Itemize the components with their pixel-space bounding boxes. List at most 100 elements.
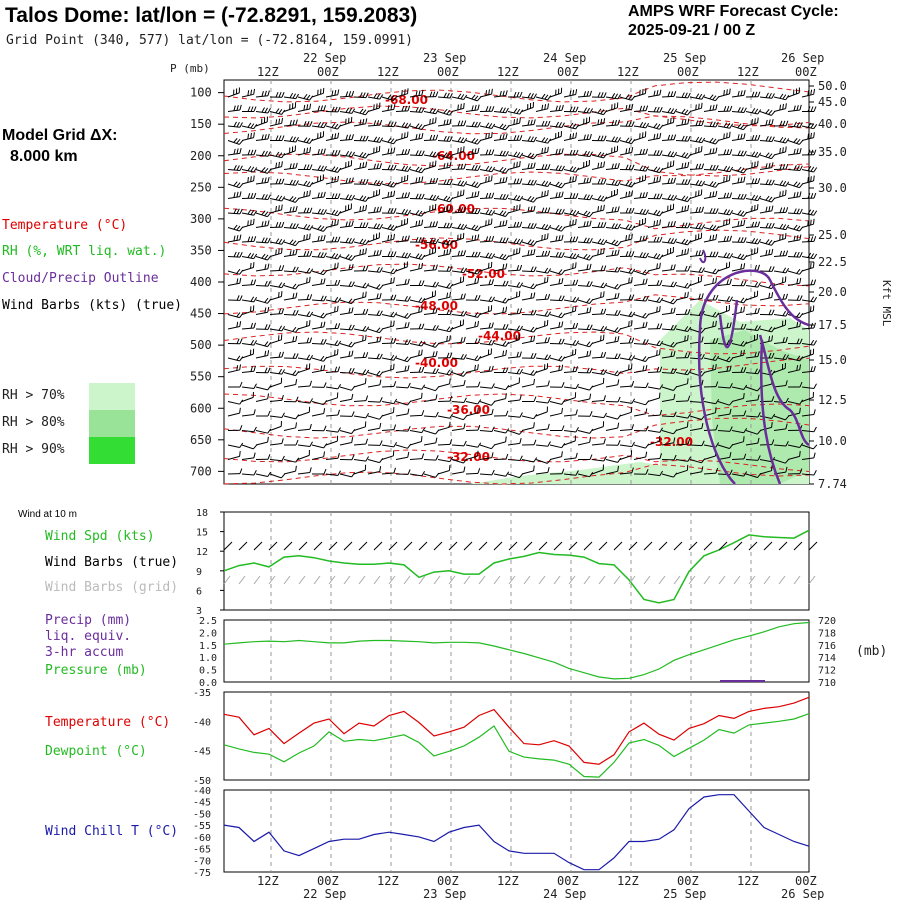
- wind-barb-shaft: [297, 342, 311, 344]
- wind-barb: [353, 135, 369, 142]
- wind-barb-flag: [306, 224, 311, 230]
- wind-barb-flag: [737, 106, 741, 113]
- wind-barb-grid: [403, 575, 411, 585]
- wind-barb-flag: [726, 252, 731, 259]
- wind-barb-flag: [575, 175, 577, 182]
- wind-barb-flag: [793, 148, 796, 155]
- wind-barb-flag: [782, 147, 784, 153]
- wind-barb-shaft: [409, 181, 422, 185]
- wind-barb-shaft: [759, 285, 772, 290]
- wind-barb: [353, 438, 368, 446]
- wind-barb-shaft: [381, 282, 394, 286]
- wind-barb-flag: [572, 296, 577, 302]
- wind-barb-flag: [813, 210, 818, 216]
- wind-barb: [283, 222, 299, 230]
- wind-barb-flag: [642, 132, 644, 138]
- wind-barb-shaft: [353, 123, 366, 127]
- pressure-tick-label: 350: [190, 243, 212, 257]
- wind-barb-flag: [796, 268, 801, 274]
- wind-barb-shaft: [675, 210, 688, 214]
- wind-barb-flag: [813, 236, 817, 242]
- wind-barb-flag: [771, 266, 775, 272]
- wind-barb-flag: [463, 293, 466, 299]
- wind-barb: [325, 349, 339, 359]
- wind-barb: [255, 193, 271, 201]
- wind-barb-flag: [457, 147, 459, 154]
- wind-barb-flag: [625, 104, 628, 111]
- wind-barb-shaft: [521, 372, 534, 376]
- wind-barb: [423, 203, 437, 214]
- wind-barb: [241, 236, 257, 243]
- wind-barb: [339, 237, 355, 244]
- wind-barb-flag: [751, 162, 753, 168]
- wind-barb-flag: [793, 138, 798, 143]
- wind-barb-flag: [642, 209, 646, 215]
- wind-barb: [423, 324, 439, 331]
- wind-barb-flag: [278, 118, 281, 125]
- wind-barb-flag: [712, 294, 716, 301]
- wind-barb: [563, 427, 579, 433]
- wind-barb-flag: [267, 367, 271, 373]
- wind-barb-shaft: [353, 356, 367, 359]
- wind-barb-shaft: [801, 310, 814, 315]
- wind-barb-flag: [785, 224, 790, 230]
- wind-barb-flag: [585, 161, 588, 167]
- wind-barb-shaft: [717, 444, 730, 449]
- wind-barb-shaft: [381, 444, 394, 448]
- wind-barb: [395, 382, 411, 389]
- wind-barb: [773, 397, 789, 404]
- wind-barb-flag: [603, 351, 607, 358]
- wind-barb: [563, 470, 579, 476]
- wind-barb-shaft: [675, 241, 688, 246]
- wind-barb-flag: [575, 124, 580, 130]
- wind-barb-flag: [449, 266, 453, 272]
- wind-barb-flag: [351, 238, 355, 244]
- wind-barb-flag: [575, 383, 579, 389]
- wind-barb: [227, 104, 242, 112]
- pressure-tick-label: 150: [190, 117, 212, 131]
- wind-barb-shaft: [759, 459, 772, 463]
- wind-barb-shaft: [759, 297, 772, 301]
- wind-barb-flag: [670, 351, 673, 357]
- wind-barb: [801, 426, 817, 433]
- wind-barb-flag: [421, 107, 425, 113]
- wind-barb-flag: [365, 265, 369, 271]
- wind-barb-flag: [348, 351, 351, 357]
- wind-barb-flag: [236, 139, 241, 144]
- wind-barb-flag: [625, 235, 628, 241]
- wind-barb-shaft: [731, 397, 744, 402]
- wind-barb-flag: [404, 365, 407, 372]
- wind-barb-flag: [757, 178, 761, 184]
- wind-barb-shaft: [745, 386, 758, 392]
- wind-barb-flag: [673, 437, 676, 443]
- wind-barb-flag: [617, 310, 621, 316]
- wind-barb-flag: [575, 167, 580, 173]
- wind-barb-flag: [516, 152, 521, 158]
- wind-barb-shaft: [577, 121, 590, 127]
- wind-barb-shaft: [563, 343, 576, 346]
- wind-barb: [227, 295, 243, 301]
- wind-barb-flag: [421, 262, 424, 269]
- wind-barb-shaft: [605, 241, 618, 247]
- wind-barb-shaft: [325, 267, 338, 272]
- wind-barb-flag: [434, 160, 437, 167]
- wind-barb-shaft: [801, 396, 814, 402]
- wind-barb-flag: [320, 322, 323, 328]
- wind-barb-flag: [429, 221, 433, 228]
- wind-barb: [591, 282, 608, 289]
- wind-barb: [381, 224, 398, 231]
- wind-barb-shaft: [787, 326, 800, 330]
- wind-barb-flag: [477, 424, 481, 431]
- wind-barb-flag: [785, 354, 789, 360]
- wind-barb-flag: [561, 252, 565, 258]
- wind-barb-flag: [306, 364, 308, 370]
- wind-barb-flag: [541, 250, 545, 257]
- wind-barb-flag: [309, 164, 313, 170]
- temperature-contour-label: -32.00: [650, 435, 693, 449]
- wind-barb-flag: [628, 277, 630, 284]
- wind-barb-flag: [421, 349, 423, 355]
- wind-barb-flag: [491, 426, 495, 432]
- wind-barb-flag: [435, 282, 439, 288]
- wind-barb-flag: [362, 162, 365, 168]
